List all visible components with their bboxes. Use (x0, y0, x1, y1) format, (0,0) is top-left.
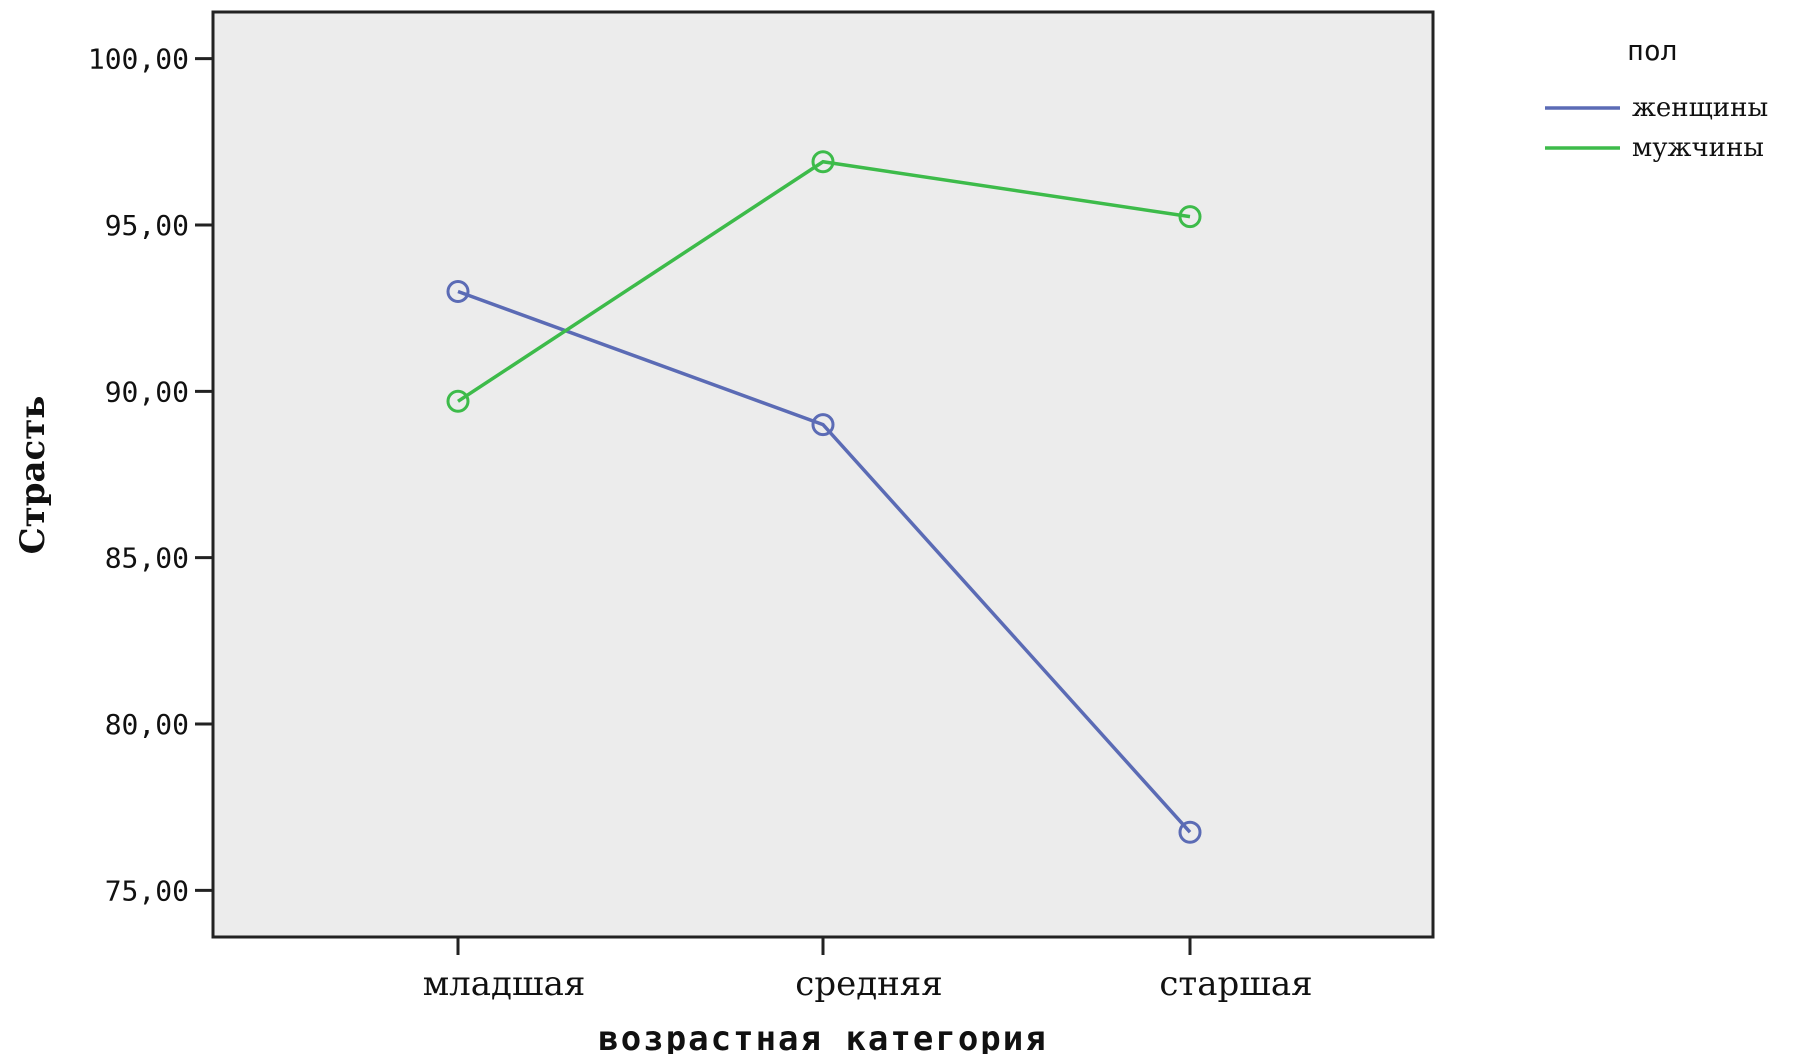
data-point (446, 389, 470, 413)
y-tick-label: 90,00 (105, 375, 189, 408)
x-tick-label: средняя (795, 964, 942, 1004)
x-axis-title: возрастная категория (598, 1019, 1047, 1054)
x-axis: младшая средняя старшая (423, 937, 1313, 1004)
series-line (457, 289, 1192, 834)
data-point (446, 279, 470, 303)
y-axis-title: Страсть (13, 396, 53, 555)
legend-label: женщины (1632, 93, 1768, 123)
legend-label: мужчины (1632, 133, 1764, 163)
y-tick-label: 85,00 (105, 542, 189, 575)
series-layer (446, 150, 1202, 844)
y-axis: 75,00 80,00 85,00 90,00 95,00 100,00 (88, 43, 213, 907)
plot-area (211, 10, 1435, 939)
x-tick-label: старшая (1159, 964, 1312, 1004)
data-point (1178, 205, 1202, 229)
y-tick-label: 95,00 (105, 209, 189, 242)
series-line (457, 159, 1191, 403)
legend-title: пол (1627, 34, 1678, 67)
data-point (811, 150, 835, 174)
y-tick-label: 80,00 (105, 708, 189, 741)
x-tick-label: младшая (423, 964, 586, 1004)
data-point (811, 413, 835, 437)
legend: пол женщины мужчины (1545, 34, 1768, 163)
y-tick-label: 100,00 (88, 43, 189, 76)
data-point (1178, 820, 1202, 844)
y-tick-label: 75,00 (105, 874, 189, 907)
